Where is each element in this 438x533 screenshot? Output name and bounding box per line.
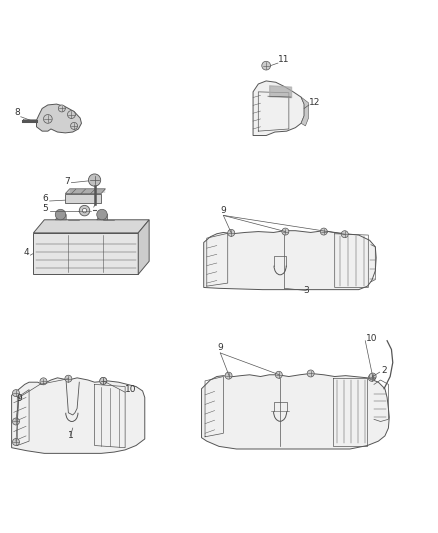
Circle shape <box>12 390 19 397</box>
Polygon shape <box>55 215 66 220</box>
Circle shape <box>368 374 375 381</box>
Circle shape <box>341 231 348 238</box>
Circle shape <box>262 61 271 70</box>
Polygon shape <box>201 374 389 449</box>
Circle shape <box>276 372 283 378</box>
Circle shape <box>228 229 235 236</box>
Circle shape <box>369 373 376 380</box>
Text: 1: 1 <box>68 431 74 440</box>
Circle shape <box>71 123 78 130</box>
Text: 11: 11 <box>278 55 290 64</box>
Bar <box>33 233 138 274</box>
Circle shape <box>40 378 47 385</box>
Circle shape <box>65 375 72 382</box>
Bar <box>65 193 101 203</box>
Circle shape <box>58 105 65 112</box>
Text: 7: 7 <box>64 176 70 185</box>
Text: 9: 9 <box>220 206 226 215</box>
Polygon shape <box>138 220 149 274</box>
Circle shape <box>67 111 75 118</box>
Polygon shape <box>253 81 304 135</box>
Circle shape <box>100 377 107 384</box>
Polygon shape <box>97 215 108 220</box>
Polygon shape <box>301 97 308 126</box>
Circle shape <box>12 418 19 425</box>
Text: 10: 10 <box>125 385 137 394</box>
Circle shape <box>307 370 314 377</box>
Text: 6: 6 <box>42 194 48 203</box>
Circle shape <box>55 209 66 220</box>
Polygon shape <box>33 220 149 233</box>
Circle shape <box>225 372 232 379</box>
Circle shape <box>282 228 289 235</box>
Polygon shape <box>12 378 145 454</box>
Text: 2: 2 <box>381 367 387 375</box>
Text: 10: 10 <box>366 334 378 343</box>
Text: 8: 8 <box>14 108 20 117</box>
Circle shape <box>79 205 90 216</box>
Circle shape <box>43 115 52 123</box>
Polygon shape <box>65 189 106 193</box>
Circle shape <box>82 208 87 213</box>
Circle shape <box>12 439 19 446</box>
Text: 5: 5 <box>42 204 48 213</box>
Text: 12: 12 <box>309 98 321 107</box>
Polygon shape <box>204 231 376 289</box>
Text: 9: 9 <box>217 343 223 352</box>
Text: 3: 3 <box>304 286 309 295</box>
Circle shape <box>88 174 101 186</box>
Circle shape <box>320 228 327 235</box>
Text: 9: 9 <box>16 393 22 402</box>
Polygon shape <box>36 104 81 133</box>
Circle shape <box>97 209 107 220</box>
Text: 4: 4 <box>23 248 29 257</box>
Circle shape <box>100 377 107 384</box>
